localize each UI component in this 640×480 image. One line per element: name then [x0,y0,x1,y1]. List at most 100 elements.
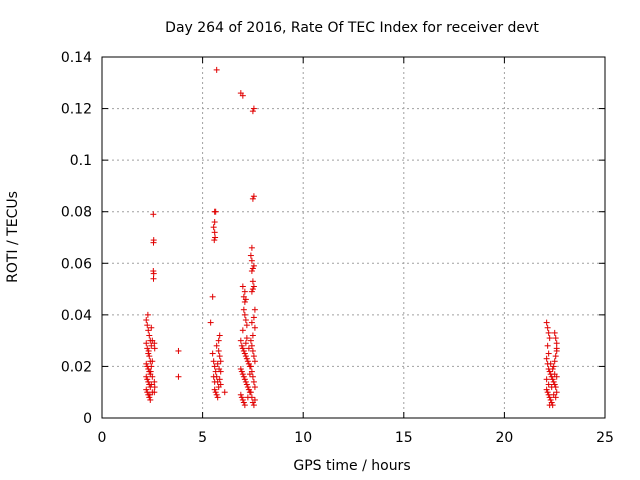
data-point [250,283,257,290]
data-point [212,389,219,396]
data-point [151,340,158,347]
data-point [144,389,151,396]
data-point [175,373,182,380]
data-point [148,342,155,349]
data-point [216,353,223,360]
data-point [249,278,256,285]
data-point [148,381,155,388]
data-point [544,342,551,349]
data-point [149,373,156,380]
data-point [241,288,248,295]
data-point [145,378,152,385]
data-point [150,211,157,218]
data-point [151,345,158,352]
y-tick-label: 0.08 [61,205,92,221]
data-point [212,234,219,241]
data-point [246,371,253,378]
data-point [144,322,151,329]
data-point [547,396,554,403]
data-point [144,345,151,352]
data-point [216,376,223,383]
data-point [549,366,556,373]
data-point [217,381,224,388]
data-point [213,391,220,398]
data-point [214,360,221,367]
data-point [210,358,217,365]
plot-frame [101,56,606,419]
data-point [239,327,246,334]
data-point [244,384,251,391]
data-point [238,368,245,375]
data-point [546,368,553,375]
data-point [143,386,150,393]
data-point [244,394,251,401]
data-point [249,373,256,380]
data-point [553,389,560,396]
data-point [149,358,156,365]
grid-lines [102,57,605,418]
data-point [543,355,550,362]
data-point [251,384,258,391]
chart-title: Day 264 of 2016, Rate Of TEC Index for r… [165,20,539,36]
data-point [146,391,153,398]
data-point [248,319,255,326]
data-point [211,237,218,244]
data-point [241,376,248,383]
data-point [240,373,247,380]
data-point [242,378,249,385]
x-tick-label: 5 [198,430,207,446]
data-point [211,229,218,236]
data-point [245,345,252,352]
data-point [544,324,551,331]
data-point [545,391,552,398]
y-tick-label: 0.04 [61,308,92,324]
data-point [243,355,250,362]
data-point [249,286,256,293]
data-point [546,394,553,401]
data-point [209,350,216,357]
data-point [250,402,257,409]
data-point [545,350,552,357]
data-point [250,314,257,321]
data-point [553,347,560,354]
data-point [213,66,220,73]
x-tick-label: 0 [98,430,107,446]
x-axis-label: GPS time / hours [293,458,410,474]
data-point [145,327,152,334]
data-point [143,317,150,324]
y-tick-label: 0.12 [61,102,92,118]
data-point [148,324,155,331]
data-point [210,373,217,380]
data-point [151,378,158,385]
data-point [251,358,258,365]
data-point [150,275,157,282]
data-point [242,296,249,303]
data-point [241,350,248,357]
data-point [551,329,558,336]
data-point [249,108,256,115]
data-point [221,389,228,396]
data-point [209,293,216,300]
data-point [211,386,218,393]
data-point [240,347,247,354]
data-point [249,332,256,339]
data-point [144,311,151,318]
data-point [251,324,258,331]
data-point [148,363,155,370]
data-point [241,311,248,318]
data-point [550,363,557,370]
data-point [249,195,256,202]
data-point [175,347,182,354]
data-point [553,340,560,347]
data-point [553,373,560,380]
data-point [143,360,150,367]
data-point [211,363,218,370]
y-tick-label: 0 [83,411,92,427]
y-tick-label: 0.02 [61,359,92,375]
y-axis-label: ROTI / TECUs [5,191,21,283]
y-tick-label: 0.1 [70,153,92,169]
data-point [211,378,218,385]
data-point [242,353,249,360]
data-point [251,306,258,313]
